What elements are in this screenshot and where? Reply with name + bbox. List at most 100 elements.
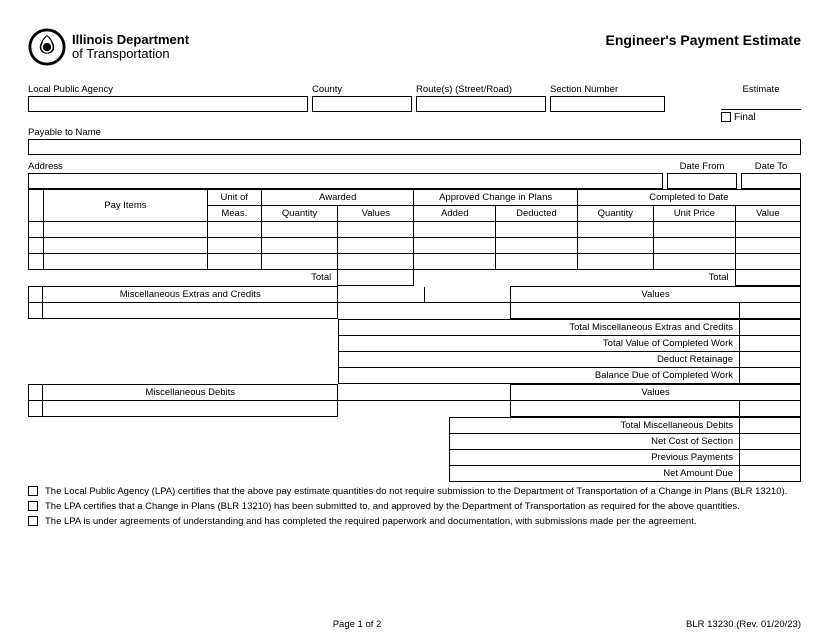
page-number: Page 1 of 2 <box>333 619 382 630</box>
narrow-col <box>29 287 43 303</box>
data-row <box>29 303 801 319</box>
completed-to-date-header: Completed to Date <box>577 190 800 206</box>
balance-due-row: Balance Due of Completed Work <box>28 368 801 384</box>
date-from-input[interactable] <box>667 173 737 189</box>
lpa-field: Local Public Agency <box>28 84 308 123</box>
value-header: Value <box>735 206 800 222</box>
cert-text-2: The LPA certifies that a Change in Plans… <box>45 501 740 512</box>
previous-payments-label: Previous Payments <box>450 450 740 466</box>
cert-text-3: The LPA is under agreements of understan… <box>45 516 697 527</box>
total-label-left: Total <box>29 270 338 286</box>
address-field: Address <box>28 161 663 189</box>
total-misc-debits-row: Total Miscellaneous Debits <box>28 418 801 434</box>
routes-field: Route(s) (Street/Road) <box>416 84 546 123</box>
total-misc-extras-label: Total Miscellaneous Extras and Credits <box>338 320 739 336</box>
total-misc-extras-row: Total Miscellaneous Extras and Credits <box>28 320 801 336</box>
values-header: Values <box>511 385 801 401</box>
cert-row-2: The LPA certifies that a Change in Plans… <box>28 501 801 512</box>
total-misc-debits-value[interactable] <box>740 418 801 434</box>
lpa-input[interactable] <box>28 96 308 112</box>
summary-table-1: Total Miscellaneous Extras and Credits T… <box>28 319 801 384</box>
total-misc-debits-label: Total Miscellaneous Debits <box>450 418 740 434</box>
deduct-retainage-label: Deduct Retainage <box>338 352 739 368</box>
cert-text-1: The Local Public Agency (LPA) certifies … <box>45 486 787 497</box>
date-to-input[interactable] <box>741 173 801 189</box>
header: Illinois Department of Transportation En… <box>28 28 801 66</box>
footer: Page 1 of 2 BLR 13230 (Rev. 01/20/23) <box>0 619 829 630</box>
total-value-completed-row: Total Value of Completed Work <box>28 336 801 352</box>
date-to-label: Date To <box>741 161 801 172</box>
summary-table-2: Total Miscellaneous Debits Net Cost of S… <box>28 417 801 482</box>
county-label: County <box>312 84 412 95</box>
data-row <box>29 254 801 270</box>
balance-due-label: Balance Due of Completed Work <box>338 368 739 384</box>
routes-label: Route(s) (Street/Road) <box>416 84 546 95</box>
net-cost-section-row: Net Cost of Section <box>28 434 801 450</box>
section-label: Section Number <box>550 84 665 95</box>
total-value-completed-value[interactable] <box>740 336 801 352</box>
misc-extras-header: Miscellaneous Extras and Credits <box>43 287 338 303</box>
total-awarded-values[interactable] <box>338 270 414 286</box>
deduct-retainage-value[interactable] <box>740 352 801 368</box>
awarded-values-header: Values <box>338 206 414 222</box>
payable-input[interactable] <box>28 139 801 155</box>
county-input[interactable] <box>312 96 412 112</box>
net-cost-section-label: Net Cost of Section <box>450 434 740 450</box>
data-row <box>29 401 801 417</box>
added-header: Added <box>414 206 496 222</box>
cert-checkbox-3[interactable] <box>28 516 38 526</box>
date-from-field: Date From <box>667 161 737 189</box>
logo-text: Illinois Department of Transportation <box>72 33 189 60</box>
misc-debits-header-row: Miscellaneous Debits Values <box>29 385 801 401</box>
narrow-col <box>29 385 43 401</box>
totals-row: Total Total <box>29 270 801 286</box>
data-row <box>29 238 801 254</box>
routes-input[interactable] <box>416 96 546 112</box>
estimate-input[interactable] <box>721 96 801 110</box>
unit-price-header: Unit Price <box>653 206 735 222</box>
misc-extras-table: Miscellaneous Extras and Credits Values <box>28 286 801 319</box>
unit-of-header: Unit of <box>207 190 261 206</box>
spacer <box>338 287 424 303</box>
net-cost-section-value[interactable] <box>740 434 801 450</box>
total-value-completed-label: Total Value of Completed Work <box>338 336 739 352</box>
narrow-col <box>29 190 44 222</box>
completed-qty-header: Quantity <box>577 206 653 222</box>
address-input[interactable] <box>28 173 663 189</box>
address-dates-row: Address Date From Date To <box>28 161 801 189</box>
table-header-row-1: Pay Items Unit of Awarded Approved Chang… <box>29 190 801 206</box>
cert-checkbox-2[interactable] <box>28 501 38 511</box>
previous-payments-value[interactable] <box>740 450 801 466</box>
deduct-retainage-row: Deduct Retainage <box>28 352 801 368</box>
final-checkbox-row: Final <box>721 112 801 123</box>
spacer <box>338 385 511 401</box>
total-label-right: Total <box>414 270 735 286</box>
section-input[interactable] <box>550 96 665 112</box>
form-title: Engineer's Payment Estimate <box>605 32 801 48</box>
pay-items-header: Pay Items <box>44 190 207 222</box>
meas-header: Meas. <box>207 206 261 222</box>
deducted-header: Deducted <box>496 206 578 222</box>
lpa-label: Local Public Agency <box>28 84 308 95</box>
idot-logo-icon <box>28 28 66 66</box>
address-label: Address <box>28 161 663 172</box>
total-value[interactable] <box>735 270 800 286</box>
logo-block: Illinois Department of Transportation <box>28 28 189 66</box>
estimate-label: Estimate <box>721 84 801 95</box>
net-amount-due-value[interactable] <box>740 466 801 482</box>
page-container: Illinois Department of Transportation En… <box>0 0 829 640</box>
final-checkbox[interactable] <box>721 112 731 122</box>
cert-checkbox-1[interactable] <box>28 486 38 496</box>
previous-payments-row: Previous Payments <box>28 450 801 466</box>
dept-name-line2: of Transportation <box>72 47 189 61</box>
balance-due-value[interactable] <box>740 368 801 384</box>
data-row <box>29 222 801 238</box>
final-label: Final <box>734 112 756 123</box>
section-field: Section Number <box>550 84 665 123</box>
misc-extras-header-row: Miscellaneous Extras and Credits Values <box>29 287 801 303</box>
dept-name-line1: Illinois Department <box>72 33 189 47</box>
net-amount-due-label: Net Amount Due <box>450 466 740 482</box>
total-misc-extras-value[interactable] <box>740 320 801 336</box>
values-header: Values <box>511 287 801 303</box>
top-fields-row-1: Local Public Agency County Route(s) (Str… <box>28 84 801 123</box>
